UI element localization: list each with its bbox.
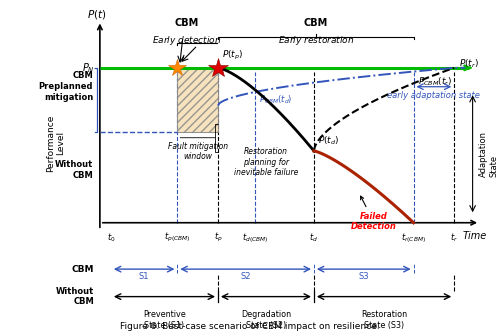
Text: S2: S2 (240, 272, 251, 281)
Text: $\it{Early\ detection}$: $\it{Early\ detection}$ (152, 34, 222, 47)
Text: Without
CBM: Without CBM (55, 160, 93, 180)
Text: $P(t_r)$: $P(t_r)$ (458, 58, 478, 70)
Text: $t_{r(CBM)}$: $t_{r(CBM)}$ (401, 231, 426, 245)
Text: CBM
Preplanned
mitigation: CBM Preplanned mitigation (38, 71, 93, 102)
Text: Restoration
State (S3): Restoration State (S3) (361, 310, 407, 330)
Text: early adaptation state: early adaptation state (388, 91, 480, 101)
Text: $t_r$: $t_r$ (450, 231, 458, 244)
Text: Figure 6. Best-case scenario of CBM impact on resilience.: Figure 6. Best-case scenario of CBM impa… (120, 322, 380, 331)
Text: $t_0$: $t_0$ (106, 231, 116, 244)
Text: $t_{p(CBM)}$: $t_{p(CBM)}$ (164, 231, 190, 244)
Bar (178, 68, 218, 132)
Text: Preventive
State (S1): Preventive State (S1) (143, 310, 186, 330)
Text: $t_p$: $t_p$ (214, 231, 222, 244)
Text: Time: Time (462, 231, 486, 241)
Text: $P_{CBM}(t_d)$: $P_{CBM}(t_d)$ (260, 94, 293, 106)
Text: Restoration
planning for
inevitable failure: Restoration planning for inevitable fail… (234, 147, 298, 177)
Text: S1: S1 (139, 272, 149, 281)
Text: Failed
Detection: Failed Detection (351, 196, 397, 231)
Text: CBM: CBM (174, 18, 199, 28)
Text: $P_N$: $P_N$ (82, 61, 94, 75)
Text: Degradation
State (S2): Degradation State (S2) (241, 310, 291, 330)
Text: S3: S3 (358, 272, 369, 281)
Text: $P(t_d)$: $P(t_d)$ (318, 135, 340, 147)
Text: CBM: CBM (304, 18, 328, 28)
Text: Fault mitigation
window: Fault mitigation window (168, 141, 228, 161)
Text: Performance
Level: Performance Level (46, 115, 66, 172)
Text: CBM: CBM (72, 265, 94, 274)
Text: Without
CBM: Without CBM (56, 287, 94, 306)
Text: $\it{Early\ restoration}$: $\it{Early\ restoration}$ (278, 34, 354, 47)
Text: $t_{d(CBM)}$: $t_{d(CBM)}$ (242, 231, 268, 245)
Text: $P_{CBM}(t_r)$: $P_{CBM}(t_r)$ (418, 75, 452, 88)
Text: Adaptation
State: Adaptation State (480, 131, 498, 177)
Text: $P(t_p)$: $P(t_p)$ (222, 49, 244, 62)
Text: $t_d$: $t_d$ (310, 231, 318, 244)
Text: $P(t)$: $P(t)$ (87, 8, 106, 21)
